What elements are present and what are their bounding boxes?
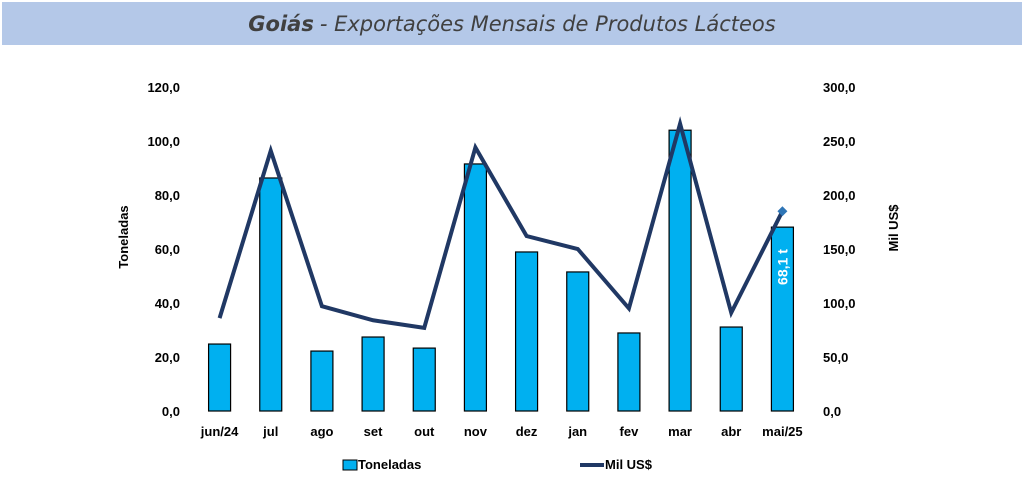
x-tick-label: nov [464, 424, 488, 439]
title-region: Goiás [248, 11, 314, 36]
line-mil-usd [217, 116, 785, 331]
x-tick-label: jun/24 [200, 424, 239, 439]
y-tick-label: 20,0 [155, 350, 180, 365]
title-text: - Exportações Mensais de Produtos Lácteo… [319, 11, 776, 36]
x-tick-label: set [364, 424, 383, 439]
line-point [218, 316, 222, 320]
bar-toneladas [259, 177, 283, 412]
line-point [422, 326, 426, 330]
y-axis-label: Toneladas [116, 205, 131, 268]
data-label: 68,1 t [774, 249, 790, 285]
line-point [269, 149, 273, 153]
bar-toneladas [566, 271, 590, 412]
y-tick-label: 120,0 [147, 80, 180, 95]
legend: Toneladas Mil US$ [342, 457, 653, 472]
line-point [525, 234, 529, 238]
y-tick-label: 80,0 [155, 188, 180, 203]
x-tick-label: dez [516, 424, 538, 439]
x-tick-label: mai/25 [762, 424, 802, 439]
y2-tick-label: 200,0 [823, 188, 856, 203]
y2-tick-label: 250,0 [823, 134, 856, 149]
line-point [371, 318, 375, 322]
x-tick-label: jul [262, 424, 278, 439]
x-tick-label: ago [310, 424, 333, 439]
x-tick-label: fev [620, 424, 640, 439]
y2-tick-label: 300,0 [823, 80, 856, 95]
bar-toneladas [668, 129, 692, 412]
line-point [320, 304, 324, 308]
line-point [473, 145, 477, 149]
line-point-marker [777, 206, 788, 217]
y2-tick-label: 150,0 [823, 242, 856, 257]
bar-toneladas [412, 347, 436, 412]
line-point [729, 311, 733, 315]
x-tick-label: out [414, 424, 435, 439]
legend-swatch-toneladas [342, 459, 358, 471]
y-tick-label: 100,0 [147, 134, 180, 149]
bar-toneladas [514, 251, 539, 412]
y-tick-label: 60,0 [155, 242, 180, 257]
line-point [678, 122, 682, 126]
legend-label-toneladas: Toneladas [358, 457, 421, 472]
y-tick-label: 0,0 [162, 404, 180, 419]
bar-toneladas [310, 350, 334, 412]
y2-tick-label: 0,0 [823, 404, 841, 419]
line-point [627, 306, 631, 310]
bar-toneladas [207, 343, 232, 412]
bar-toneladas [719, 326, 743, 412]
legend-label-mil-usd: Mil US$ [605, 457, 653, 472]
y-tick-label: 40,0 [155, 296, 180, 311]
x-tick-label: jan [567, 424, 587, 439]
y2-tick-label: 50,0 [823, 350, 848, 365]
bar-toneladas [770, 226, 795, 412]
x-tick-label: mar [668, 424, 692, 439]
bar-toneladas [463, 163, 488, 412]
x-tick-label: abr [721, 424, 741, 439]
y2-tick-label: 100,0 [823, 296, 856, 311]
y2-axis-label: Mil US$ [886, 204, 901, 252]
line-point [576, 247, 580, 251]
chart-title: Goiás - Exportações Mensais de Produtos … [2, 2, 1022, 45]
bar-toneladas [361, 336, 385, 412]
bar-toneladas [617, 332, 641, 412]
